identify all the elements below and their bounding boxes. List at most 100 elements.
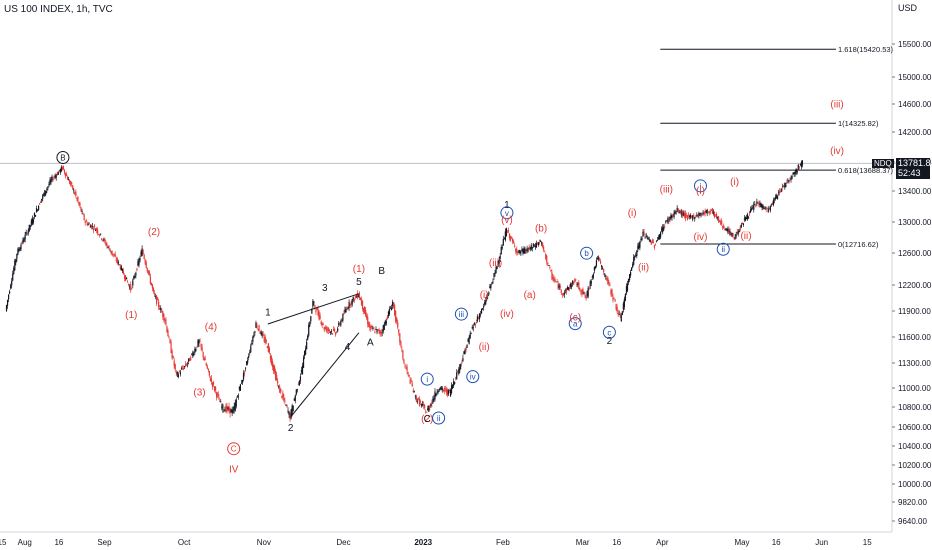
candle-body	[404, 364, 406, 366]
candle-body	[130, 284, 132, 291]
candle-body	[412, 390, 414, 392]
candle-body	[353, 298, 355, 301]
candle-body	[285, 405, 287, 406]
wave-label: 3	[322, 283, 328, 294]
candle-body	[7, 294, 10, 300]
x-tick-label: Dec	[336, 538, 350, 547]
candle-body	[170, 342, 172, 353]
candle-body	[35, 208, 38, 213]
candle-body	[261, 333, 263, 336]
candle-body	[675, 211, 677, 213]
candle-body	[162, 311, 164, 318]
currency-label: USD	[898, 3, 918, 13]
candle-body	[238, 386, 240, 390]
candle-body	[540, 242, 543, 244]
candle-body	[65, 174, 68, 176]
candle-body	[719, 220, 721, 222]
candle-body	[525, 250, 527, 252]
candle-body	[283, 397, 285, 401]
candle-body	[321, 322, 323, 325]
candle-body	[548, 265, 550, 266]
candle-body	[738, 230, 740, 233]
candle-body	[775, 195, 778, 198]
candle-body	[646, 236, 648, 238]
candle-body	[241, 379, 244, 383]
x-tick-label: Apr	[656, 538, 669, 547]
candle-body	[478, 313, 481, 320]
candle-body	[151, 284, 154, 289]
candle-body	[487, 294, 489, 297]
candle-body	[325, 326, 327, 332]
candle-body	[146, 267, 148, 272]
candle-body	[178, 371, 180, 372]
candle-body	[763, 208, 765, 209]
candle-body	[88, 223, 90, 225]
candle-body	[692, 215, 694, 220]
candle-body	[289, 413, 291, 420]
candle-body	[586, 291, 588, 296]
candle-body	[787, 180, 789, 182]
candle-body	[530, 245, 532, 250]
candle-body	[58, 169, 60, 172]
candle-body	[595, 260, 598, 266]
candle-body	[518, 250, 520, 253]
candle-body	[723, 225, 725, 228]
candle-body	[470, 332, 472, 334]
candle-body	[100, 233, 102, 235]
candle-body	[687, 214, 690, 216]
candle-body	[312, 301, 314, 307]
candle-body	[26, 233, 28, 235]
candle-body	[216, 392, 218, 398]
candle-body	[324, 327, 326, 329]
candle-body	[671, 215, 673, 218]
candle-body	[655, 241, 658, 243]
candle-body	[106, 243, 108, 246]
candle-body	[753, 204, 755, 210]
candle-body	[47, 186, 49, 188]
candle-body	[391, 302, 394, 306]
wave-label-circle	[568, 317, 582, 331]
candle-body	[160, 308, 162, 311]
candle-body	[300, 369, 303, 373]
candle-body	[118, 264, 120, 266]
candle-body	[526, 248, 528, 252]
y-tick-label: 13400.00	[898, 187, 932, 196]
candle-body	[780, 190, 782, 192]
candle-body	[235, 399, 237, 407]
candle-body	[306, 341, 308, 350]
candle-body	[445, 389, 447, 393]
candle-body	[432, 398, 434, 403]
wave-label: ii	[721, 245, 725, 254]
candle-body	[524, 248, 526, 254]
candle-body	[38, 205, 40, 210]
candle-body	[387, 311, 390, 317]
candle-body	[424, 404, 426, 408]
candle-body	[354, 296, 356, 298]
candle-body	[210, 378, 213, 382]
fib-level-label: 1.618(15420.53)	[838, 45, 894, 54]
candle-body	[51, 176, 53, 180]
candle-body	[193, 353, 195, 355]
candle-body	[743, 218, 746, 220]
candle-body	[91, 226, 94, 227]
candle-body	[691, 215, 693, 218]
candle-body	[240, 383, 243, 384]
candle-body	[602, 267, 604, 270]
candle-body	[344, 309, 346, 313]
candle-body	[686, 215, 689, 220]
x-tick-label: Aug	[18, 538, 32, 547]
candle-body	[553, 278, 555, 282]
candle-body	[305, 348, 307, 355]
candle-body	[95, 228, 98, 231]
candle-body	[229, 407, 231, 414]
candle-body	[751, 208, 753, 211]
candle-body	[739, 226, 741, 230]
candle-body	[795, 168, 797, 174]
candle-body	[183, 366, 186, 367]
candle-body	[666, 220, 668, 222]
candle-body	[429, 407, 431, 408]
candle-body	[176, 371, 178, 375]
candle-body	[711, 208, 713, 214]
